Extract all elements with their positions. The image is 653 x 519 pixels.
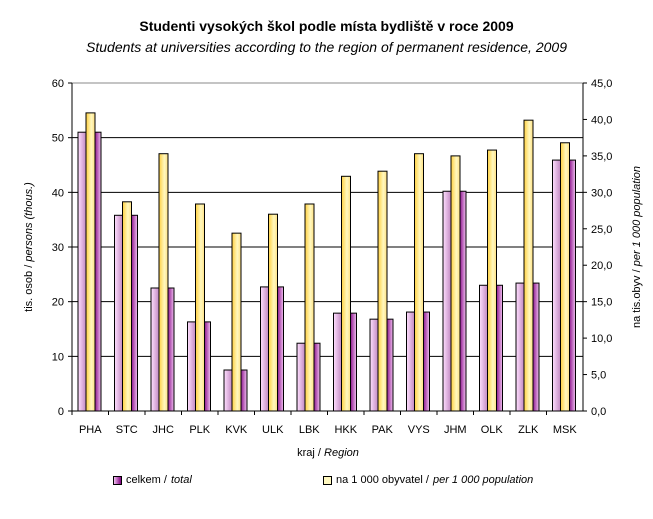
- bar-rate-PAK: [377, 170, 388, 412]
- x-tick-label: STC: [116, 424, 138, 436]
- legend-label: na 1 000 obyvatel /: [336, 474, 429, 486]
- y2-tick-label: 45,0: [591, 78, 612, 90]
- bar-rate-JHC: [158, 153, 169, 412]
- legend-label-en: total: [170, 474, 192, 486]
- x-tick-label: OLK: [481, 424, 504, 436]
- legend-swatch-rate: [323, 475, 332, 485]
- x-tick-label: LBK: [299, 424, 320, 436]
- bar-rate-PLK: [195, 203, 205, 412]
- y2-tick-label: 30,0: [591, 187, 612, 199]
- bar-rate-STC: [122, 201, 132, 412]
- y2-tick-label: 35,0: [591, 151, 612, 163]
- x-tick-label: ULK: [262, 424, 284, 436]
- x-tick-label: PAK: [372, 424, 394, 436]
- bar-rate-MSK: [560, 142, 570, 412]
- y2-tick-label: 20,0: [591, 260, 612, 272]
- bar-rate-PHA: [85, 112, 96, 412]
- x-tick-label: MSK: [553, 424, 578, 436]
- y2-axis-label: na tis.obyv / per 1 000 population: [631, 166, 643, 328]
- y-tick-label: 0: [58, 406, 64, 418]
- y-tick-label: 40: [52, 187, 64, 199]
- x-tick-label: JHC: [153, 424, 174, 436]
- y2-tick-label: 5,0: [591, 370, 606, 382]
- legend-swatch-total: [113, 475, 122, 485]
- y2-tick-label: 25,0: [591, 224, 612, 236]
- legend-total: celkem / total: [113, 474, 192, 486]
- y2-tick-label: 0,0: [591, 406, 606, 418]
- y2-tick-label: 10,0: [591, 333, 612, 345]
- x-tick-label: PHA: [79, 424, 102, 436]
- y-tick-label: 10: [52, 351, 64, 363]
- y2-tick-label: 40,0: [591, 114, 612, 126]
- bar-rate-LBK: [304, 203, 315, 412]
- y-tick-label: 50: [52, 133, 64, 145]
- x-tick-label: KVK: [225, 424, 248, 436]
- y-axis-label: tis. osob / persons (thous.): [23, 182, 35, 312]
- legend-label-en: per 1 000 population: [432, 474, 534, 486]
- x-tick-label: HKK: [334, 424, 357, 436]
- y-tick-label: 20: [52, 297, 64, 309]
- chart-title: Studenti vysokých škol podle místa bydli…: [139, 18, 514, 34]
- x-tick-label: ZLK: [518, 424, 539, 436]
- bar-rate-HKK: [341, 175, 351, 412]
- bar-rate-ULK: [268, 213, 278, 412]
- y-tick-label: 30: [52, 242, 64, 254]
- bar-rate-OLK: [487, 149, 497, 412]
- x-tick-label: PLK: [189, 424, 210, 436]
- bar-rate-JHM: [450, 155, 461, 412]
- bar-rate-ZLK: [523, 119, 534, 412]
- chart-subtitle: Students at universities according to th…: [86, 39, 567, 55]
- bar-rate-KVK: [231, 232, 242, 412]
- x-axis-label: kraj / Region: [297, 447, 359, 459]
- x-tick-label: JHM: [444, 424, 467, 436]
- y2-tick-label: 15,0: [591, 297, 612, 309]
- y-tick-label: 60: [52, 78, 64, 90]
- x-tick-label: VYS: [408, 424, 430, 436]
- legend-rate: na 1 000 obyvatel / per 1 000 population: [323, 474, 533, 486]
- bar-rate-VYS: [414, 153, 424, 412]
- legend-label: celkem /: [126, 474, 167, 486]
